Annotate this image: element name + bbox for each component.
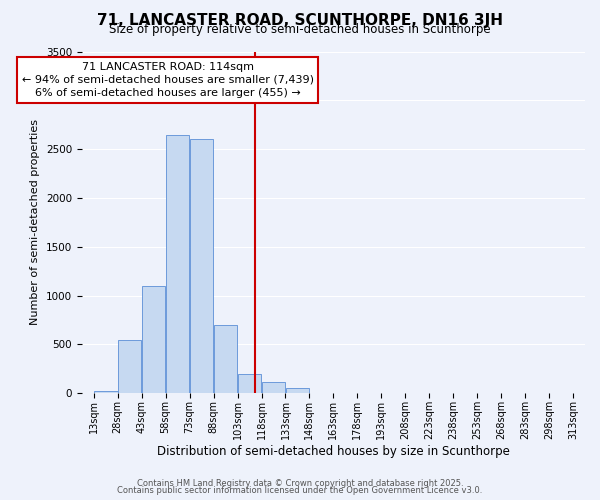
Text: Contains public sector information licensed under the Open Government Licence v3: Contains public sector information licen…: [118, 486, 482, 495]
Text: Contains HM Land Registry data © Crown copyright and database right 2025.: Contains HM Land Registry data © Crown c…: [137, 478, 463, 488]
Bar: [214, 325, 238, 394]
X-axis label: Distribution of semi-detached houses by size in Scunthorpe: Distribution of semi-detached houses by …: [157, 444, 510, 458]
Bar: [286, 388, 309, 394]
Text: Size of property relative to semi-detached houses in Scunthorpe: Size of property relative to semi-detach…: [109, 22, 491, 36]
Bar: [166, 134, 190, 394]
Text: 71, LANCASTER ROAD, SCUNTHORPE, DN16 3JH: 71, LANCASTER ROAD, SCUNTHORPE, DN16 3JH: [97, 12, 503, 28]
Bar: [94, 392, 118, 394]
Text: 71 LANCASTER ROAD: 114sqm
← 94% of semi-detached houses are smaller (7,439)
6% o: 71 LANCASTER ROAD: 114sqm ← 94% of semi-…: [22, 62, 314, 98]
Bar: [118, 340, 142, 394]
Bar: [142, 286, 166, 394]
Bar: [238, 374, 261, 394]
Bar: [190, 140, 214, 394]
Bar: [262, 382, 285, 394]
Y-axis label: Number of semi-detached properties: Number of semi-detached properties: [30, 120, 40, 326]
